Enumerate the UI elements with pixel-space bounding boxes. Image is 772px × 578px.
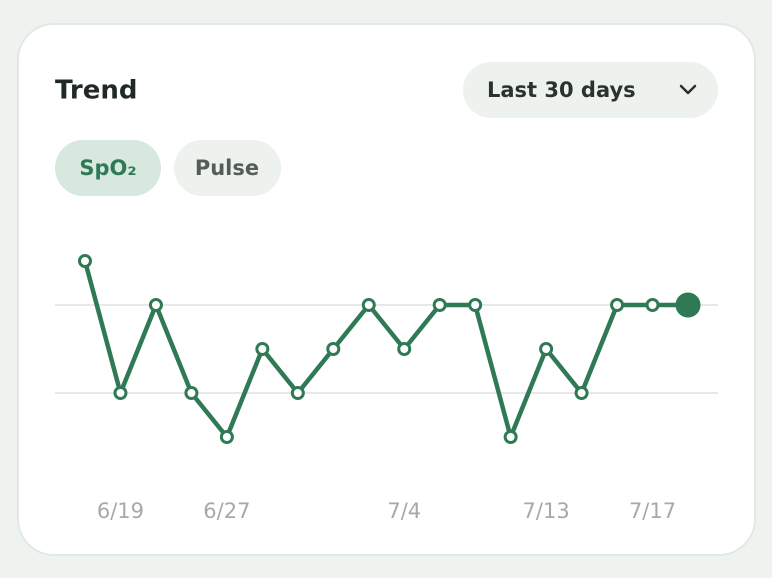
tab-pill-selected[interactable] xyxy=(55,140,161,196)
plot: 6/19 6/27 7/4 7/13 7/17 xyxy=(55,254,718,523)
range-dropdown[interactable]: Last 30 days xyxy=(463,62,718,118)
data-point xyxy=(574,386,589,400)
data-point xyxy=(397,342,412,356)
x-tick-label: 6/27 xyxy=(203,499,250,523)
x-tick-label: 7/4 xyxy=(387,499,421,523)
data-point xyxy=(255,342,270,356)
tab-label[interactable]: SpO₂ xyxy=(79,156,136,180)
dropdown-pill[interactable] xyxy=(463,62,718,118)
tab-label[interactable]: Pulse xyxy=(195,156,259,180)
data-point xyxy=(148,298,163,312)
data-point xyxy=(645,298,660,312)
x-tick-label: 7/17 xyxy=(629,499,676,523)
x-tick-label: 7/13 xyxy=(523,499,570,523)
chevron-icon xyxy=(679,84,697,95)
tab-spo2[interactable]: SpO₂ xyxy=(55,140,161,196)
tab-pill[interactable] xyxy=(174,140,281,196)
tab-pulse[interactable]: Pulse xyxy=(174,140,281,196)
data-point xyxy=(539,342,554,356)
x-tick-label: 6/19 xyxy=(97,499,144,523)
data-point xyxy=(326,342,341,356)
current-point xyxy=(675,292,701,318)
data-point xyxy=(290,386,305,400)
dropdown-label[interactable]: Last 30 days xyxy=(487,78,636,102)
data-point xyxy=(78,254,92,268)
data-point xyxy=(432,298,447,312)
card-title: Trend xyxy=(55,76,137,106)
data-point xyxy=(113,386,128,400)
data-point xyxy=(503,430,518,444)
data-point xyxy=(610,298,625,312)
data-point xyxy=(184,386,199,400)
data-point xyxy=(468,298,483,312)
data-point xyxy=(219,430,234,444)
data-line xyxy=(82,258,691,440)
data-point xyxy=(361,298,376,312)
